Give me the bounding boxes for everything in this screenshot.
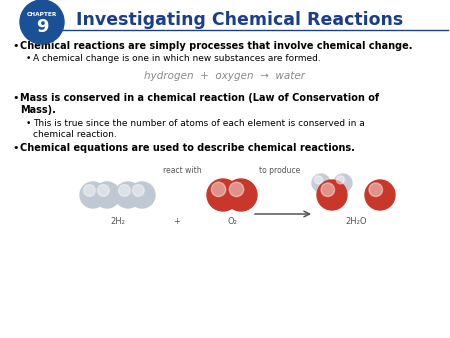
Circle shape	[98, 185, 109, 196]
Circle shape	[230, 182, 244, 197]
Text: 9: 9	[36, 18, 48, 36]
Circle shape	[334, 174, 352, 192]
Circle shape	[212, 182, 226, 197]
Circle shape	[115, 182, 141, 208]
Text: Chemical equations are used to describe chemical reactions.: Chemical equations are used to describe …	[20, 143, 355, 153]
Circle shape	[312, 174, 330, 192]
Text: •: •	[12, 143, 18, 153]
Circle shape	[337, 176, 345, 184]
Circle shape	[132, 185, 144, 196]
Circle shape	[315, 176, 323, 184]
Text: chemical reaction.: chemical reaction.	[33, 130, 117, 139]
Text: •: •	[12, 93, 18, 103]
Text: Mass is conserved in a chemical reaction (Law of Conservation of: Mass is conserved in a chemical reaction…	[20, 93, 379, 103]
Circle shape	[129, 182, 155, 208]
Text: Investigating Chemical Reactions: Investigating Chemical Reactions	[76, 11, 403, 29]
Text: •: •	[26, 54, 32, 63]
Circle shape	[365, 180, 395, 210]
Text: Mass).: Mass).	[20, 105, 56, 115]
Text: hydrogen  +  oxygen  →  water: hydrogen + oxygen → water	[144, 71, 306, 81]
Circle shape	[225, 179, 257, 211]
Text: 2H₂O: 2H₂O	[345, 217, 367, 226]
Text: react with: react with	[163, 166, 201, 175]
Circle shape	[369, 183, 382, 196]
Text: Chemical reactions are simply processes that involve chemical change.: Chemical reactions are simply processes …	[20, 41, 413, 51]
Text: CHAPTER: CHAPTER	[27, 13, 57, 18]
Circle shape	[317, 180, 347, 210]
Circle shape	[207, 179, 239, 211]
Text: to produce: to produce	[259, 166, 301, 175]
Circle shape	[20, 0, 64, 44]
Circle shape	[118, 185, 130, 196]
Circle shape	[94, 182, 120, 208]
Circle shape	[84, 185, 95, 196]
Text: •: •	[26, 119, 32, 128]
Text: +: +	[174, 217, 180, 226]
Text: A chemical change is one in which new substances are formed.: A chemical change is one in which new su…	[33, 54, 321, 63]
Text: This is true since the number of atoms of each element is conserved in a: This is true since the number of atoms o…	[33, 119, 365, 128]
Text: •: •	[12, 41, 18, 51]
Circle shape	[80, 182, 106, 208]
Text: 2H₂: 2H₂	[110, 217, 125, 226]
Text: O₂: O₂	[227, 217, 237, 226]
Circle shape	[321, 183, 334, 196]
